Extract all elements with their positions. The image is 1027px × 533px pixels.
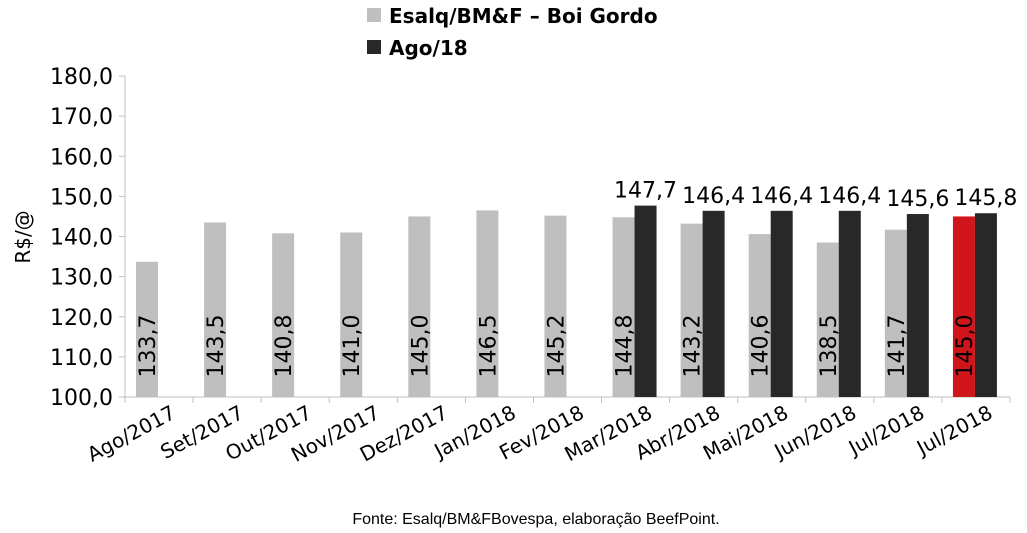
x-tick-label: Jul/2018 (911, 400, 996, 461)
data-label-esalq: 140,8 (272, 315, 297, 378)
bar-esalq (136, 261, 158, 397)
bar-ago18 (702, 210, 725, 397)
y-tick-label: 170,0 (50, 105, 113, 130)
bar-esalq (272, 233, 295, 397)
y-tick-label: 160,0 (50, 145, 113, 170)
bar-ago18 (838, 210, 861, 397)
data-label-esalq: 143,5 (204, 315, 229, 378)
bar-esalq (680, 223, 703, 397)
data-label-esalq: 144,8 (613, 315, 638, 378)
y-tick-label: 100,0 (50, 386, 113, 411)
bar-esalq (748, 234, 771, 397)
data-label-esalq: 140,6 (749, 315, 774, 378)
y-tick-label: 120,0 (50, 306, 113, 331)
data-label-esalq: 138,5 (817, 315, 842, 378)
bar-ago18 (906, 214, 929, 397)
legend: Esalq/BM&F – Boi Gordo Ago/18 (367, 4, 658, 60)
bar-ago18 (634, 205, 657, 397)
x-tick-label: Jul/2018 (843, 400, 928, 461)
legend-label-ago18: Ago/18 (389, 36, 468, 60)
bar-ago18 (770, 210, 793, 397)
data-label-ago18: 146,4 (682, 184, 745, 209)
y-tick-label: 110,0 (50, 346, 113, 371)
data-label-ago18: 145,8 (954, 186, 1017, 211)
bar-ago18 (974, 213, 997, 397)
data-label-esalq: 141,0 (340, 315, 365, 378)
bar-esalq (408, 216, 431, 397)
y-tick-label: 140,0 (50, 226, 113, 251)
data-label-esalq: 141,7 (885, 315, 910, 378)
data-label-ago18: 146,4 (818, 184, 881, 209)
data-label-esalq: 145,0 (953, 315, 978, 378)
y-tick-label: 180,0 (50, 65, 113, 90)
legend-swatch-ago18 (367, 40, 381, 54)
legend-swatch-esalq (367, 8, 381, 22)
y-tick-label: 150,0 (50, 185, 113, 210)
data-label-esalq: 133,7 (136, 315, 161, 378)
bar-esalq (612, 217, 635, 397)
source-note: Fonte: Esalq/BM&FBovespa, elaboração Bee… (352, 511, 719, 528)
bar-esalq (544, 215, 567, 397)
data-label-esalq: 145,2 (544, 315, 569, 378)
bar-esalq (816, 242, 839, 397)
data-label-esalq: 145,0 (408, 315, 433, 378)
y-tick-label: 130,0 (50, 266, 113, 291)
data-label-ago18: 147,7 (614, 179, 677, 204)
bar-esalq (340, 232, 363, 397)
data-label-ago18: 146,4 (750, 184, 813, 209)
data-label-ago18: 145,6 (886, 187, 949, 212)
y-axis-label: R$/@ (11, 210, 35, 263)
data-label-esalq: 146,5 (476, 315, 501, 378)
legend-label-esalq: Esalq/BM&F – Boi Gordo (389, 4, 658, 28)
data-label-esalq: 143,2 (681, 315, 706, 378)
bar-esalq (884, 229, 907, 397)
bar-esalq-highlight (952, 216, 975, 397)
bar-esalq (476, 210, 499, 397)
bar-esalq (204, 222, 227, 397)
